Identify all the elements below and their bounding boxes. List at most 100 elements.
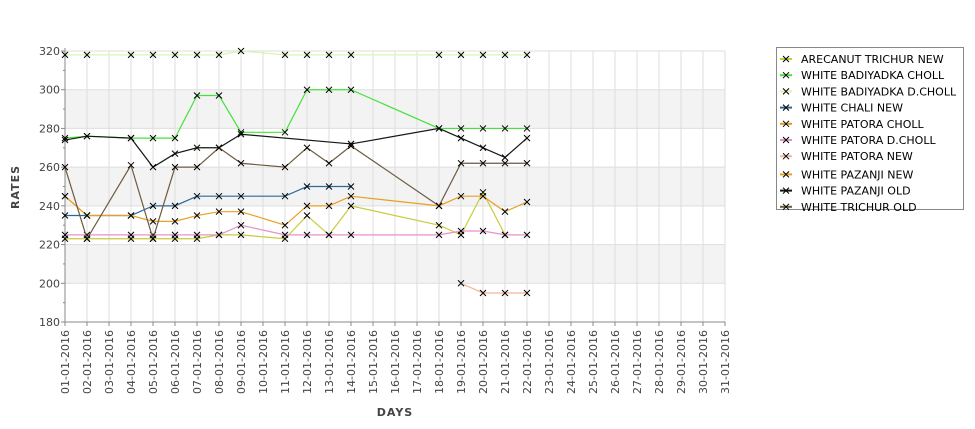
data-point-marker <box>149 235 157 243</box>
data-point-marker <box>215 51 223 59</box>
x-tick-label: 04-01-2016 <box>125 330 138 394</box>
y-tick-label: 180 <box>39 316 60 329</box>
x-tick-label: 02-01-2016 <box>81 330 94 394</box>
legend-item: WHITE BADIYADKA D.CHOLL <box>780 85 957 98</box>
data-point-marker <box>457 51 465 59</box>
data-point-marker <box>149 163 157 171</box>
x-axis-label: DAYS <box>377 406 413 419</box>
data-point-marker <box>171 163 179 171</box>
x-tick-label: 20-01-2016 <box>477 330 490 394</box>
legend-marker-icon <box>782 152 790 160</box>
data-point-marker <box>193 192 201 200</box>
x-tick-label: 27-01-2016 <box>631 330 644 394</box>
x-tick-label: 14-01-2016 <box>345 330 358 394</box>
data-point-marker <box>435 202 443 210</box>
data-point-marker <box>281 163 289 171</box>
data-point-marker <box>61 192 69 200</box>
x-tick-label: 21-01-2016 <box>499 330 512 394</box>
data-point-marker <box>435 51 443 59</box>
legend-marker-icon <box>782 88 790 95</box>
x-tick-label: 16-01-2016 <box>389 330 402 394</box>
y-tick-label: 220 <box>39 239 60 252</box>
legend-item: WHITE TRICHUR OLD <box>780 201 917 214</box>
data-point-marker <box>61 231 69 239</box>
data-point-marker <box>215 231 223 239</box>
data-point-marker <box>149 51 157 59</box>
data-point-marker <box>237 221 245 229</box>
x-tick-label: 01-01-2016 <box>59 330 72 394</box>
data-point-marker <box>171 202 179 210</box>
x-tick-label: 23-01-2016 <box>543 330 556 394</box>
data-point-marker <box>281 231 289 239</box>
data-point-marker <box>501 125 509 132</box>
data-point-marker <box>61 136 69 144</box>
data-point-marker <box>325 51 333 59</box>
y-tick-label: 200 <box>39 277 60 290</box>
data-point-marker <box>83 132 91 140</box>
data-point-marker <box>457 125 465 132</box>
data-point-marker <box>325 231 333 239</box>
data-point-marker <box>501 51 509 59</box>
data-point-marker <box>171 231 179 239</box>
data-point-marker <box>523 198 531 206</box>
axes: 180 200 220 240 260 280 300 320 01-01-2016 02-01-… <box>39 45 732 394</box>
y-tick-label: 280 <box>39 122 60 135</box>
x-tick-label: 25-01-2016 <box>587 330 600 394</box>
data-point-marker <box>83 235 91 243</box>
data-point-marker <box>479 125 487 132</box>
data-point-marker <box>501 208 509 216</box>
data-point-marker <box>325 202 333 210</box>
series-line <box>460 282 527 294</box>
legend-label: ARECANUT TRICHUR NEW <box>801 53 944 66</box>
x-tick-label: 22-01-2016 <box>521 330 534 394</box>
data-point-marker <box>171 134 179 142</box>
data-point-marker <box>303 202 311 210</box>
legend-item: WHITE PATORA CHOLL <box>780 118 924 131</box>
legend: ARECANUT TRICHUR NEW WHITE BADIYADKA CHOL… <box>776 47 964 214</box>
data-point-marker <box>347 202 355 210</box>
data-point-marker <box>193 163 201 171</box>
x-tick-label: 24-01-2016 <box>565 330 578 394</box>
data-point-marker <box>127 134 135 142</box>
data-point-marker <box>127 51 135 59</box>
data-point-marker <box>501 154 509 161</box>
legend-label: WHITE BADIYADKA CHOLL <box>801 69 945 82</box>
data-point-marker <box>435 221 443 229</box>
x-tick-label: 11-01-2016 <box>279 330 292 394</box>
gridlines <box>64 50 726 323</box>
x-tick-label: 31-01-2016 <box>719 330 732 394</box>
data-point-marker <box>347 183 355 190</box>
x-tick-label: 18-01-2016 <box>433 330 446 394</box>
data-point-marker <box>325 159 333 167</box>
data-point-marker <box>237 231 245 239</box>
y-axis-label: RATES <box>9 165 22 209</box>
legend-item: WHITE PATORA NEW <box>780 150 913 163</box>
data-point-marker <box>171 150 179 157</box>
data-point-marker <box>457 134 465 142</box>
legend-label: WHITE CHALI NEW <box>801 102 903 115</box>
data-point-marker <box>215 192 223 200</box>
series-white-badiyadka-d-choll <box>61 47 531 59</box>
legend-label: WHITE PAZANJI NEW <box>801 168 913 181</box>
data-point-marker <box>303 144 311 152</box>
data-point-marker <box>501 231 509 239</box>
series-line <box>65 190 506 240</box>
data-point-marker <box>303 212 311 219</box>
legend-marker-icon <box>782 104 790 111</box>
data-point-marker <box>215 92 223 99</box>
data-point-marker <box>325 86 333 94</box>
data-point-marker <box>523 125 531 132</box>
data-point-marker <box>347 192 355 200</box>
data-point-marker <box>523 51 531 59</box>
y-tick-label: 260 <box>39 161 60 174</box>
x-tick-label: 12-01-2016 <box>301 330 314 394</box>
data-point-marker <box>303 231 311 239</box>
legend-label: WHITE PATORA CHOLL <box>801 118 924 131</box>
data-point-marker <box>193 144 201 152</box>
data-point-marker <box>215 208 223 216</box>
data-point-marker <box>127 212 135 219</box>
data-point-marker <box>61 212 69 219</box>
x-tick-label: 17-01-2016 <box>411 330 424 394</box>
data-point-marker <box>325 183 333 190</box>
